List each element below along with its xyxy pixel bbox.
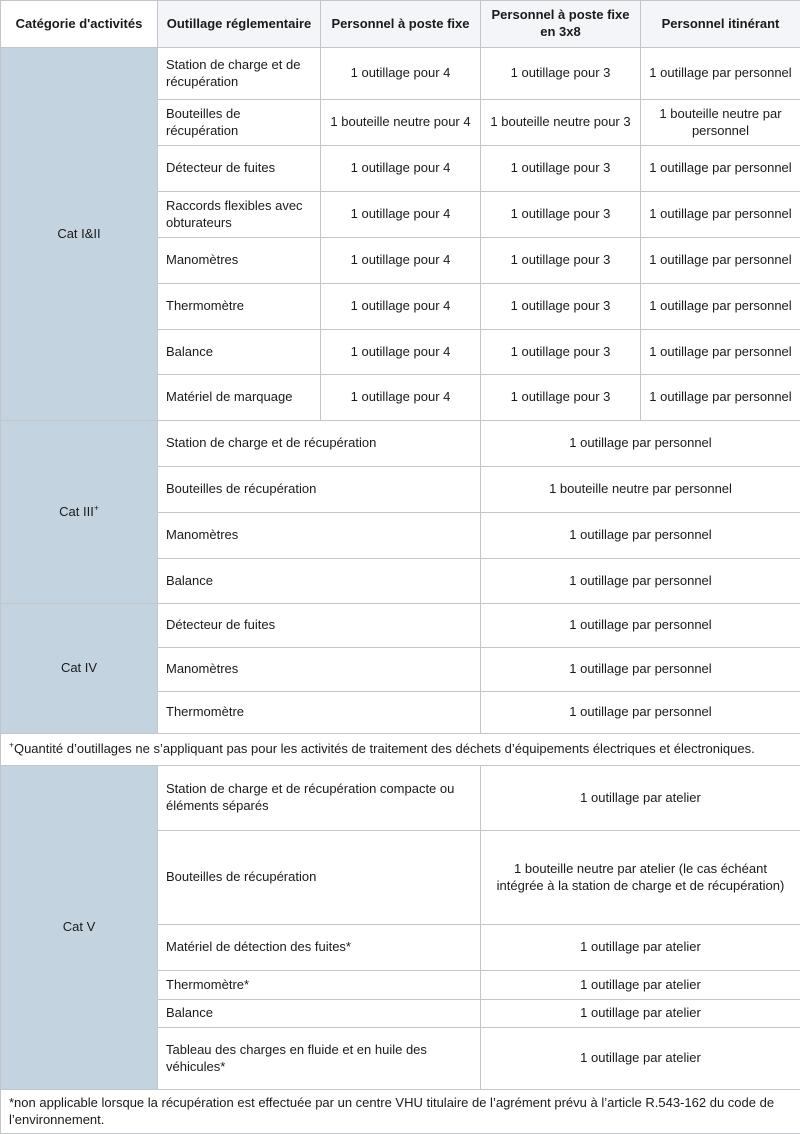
value-cell-fixed: 1 outillage pour 4 [321, 330, 481, 375]
category-marker: + [94, 502, 99, 512]
value-cell: 1 outillage par atelier [481, 925, 800, 971]
value-cell: 1 outillage par personnel [481, 559, 800, 604]
header-row: Catégorie d'activités Outillage réglemen… [1, 1, 800, 48]
value-cell-shift3x8: 1 outillage pour 3 [481, 192, 641, 238]
tool-cell: Bouteilles de récupération [158, 100, 321, 146]
tool-cell: Thermomètre [158, 284, 321, 330]
tool-cell: Matériel de marquage [158, 375, 321, 421]
value-cell-fixed: 1 outillage pour 4 [321, 375, 481, 421]
tool-cell: Balance [158, 330, 321, 375]
value-cell-fixed: 1 bouteille neutre pour 4 [321, 100, 481, 146]
tool-cell: Station de charge et de récupération com… [158, 766, 481, 831]
value-cell-itinerant: 1 outillage par personnel [641, 284, 800, 330]
column-header-categorie: Catégorie d'activités [1, 1, 158, 48]
value-cell: 1 outillage par personnel [481, 604, 800, 648]
value-cell-shift3x8: 1 outillage pour 3 [481, 238, 641, 284]
value-cell-itinerant: 1 outillage par personnel [641, 375, 800, 421]
tool-cell: Balance [158, 559, 481, 604]
value-cell-shift3x8: 1 outillage pour 3 [481, 146, 641, 192]
tool-cell: Thermomètre [158, 692, 481, 734]
tool-cell: Matériel de détection des fuites* [158, 925, 481, 971]
tool-cell: Détecteur de fuites [158, 146, 321, 192]
tool-cell: Balance [158, 1000, 481, 1028]
category-label: Cat V [63, 919, 96, 934]
note-cell: +Quantité d’outillages ne s’appliquant p… [1, 734, 800, 766]
column-header-poste-fixe-3x8: Personnel à poste fixe en 3x8 [481, 1, 641, 48]
note-cell: *non applicable lorsque la récupération … [1, 1090, 800, 1134]
value-cell-fixed: 1 outillage pour 4 [321, 284, 481, 330]
tool-cell: Station de charge et de récupération [158, 48, 321, 100]
value-cell: 1 outillage par personnel [481, 692, 800, 734]
value-cell: 1 outillage par personnel [481, 648, 800, 692]
tool-cell: Manomètres [158, 648, 481, 692]
value-cell: 1 outillage par atelier [481, 766, 800, 831]
value-cell: 1 bouteille neutre par personnel [481, 467, 800, 513]
value-cell-itinerant: 1 outillage par personnel [641, 48, 800, 100]
category-cell: Cat I&II [1, 48, 158, 421]
value-cell: 1 bouteille neutre par atelier (le cas é… [481, 831, 800, 925]
value-cell-shift3x8: 1 outillage pour 3 [481, 284, 641, 330]
value-cell-itinerant: 1 outillage par personnel [641, 192, 800, 238]
value-cell: 1 outillage par atelier [481, 1028, 800, 1090]
value-cell-fixed: 1 outillage pour 4 [321, 192, 481, 238]
tool-cell: Raccords flexibles avec obturateurs [158, 192, 321, 238]
value-cell-itinerant: 1 outillage par personnel [641, 146, 800, 192]
tool-cell: Bouteilles de récupération [158, 467, 481, 513]
value-cell-itinerant: 1 outillage par personnel [641, 330, 800, 375]
category-cell: Cat IV [1, 604, 158, 734]
note-text: *non applicable lorsque la récupération … [9, 1095, 774, 1127]
value-cell-fixed: 1 outillage pour 4 [321, 146, 481, 192]
table-row: Cat III+Station de charge et de récupéra… [1, 421, 800, 467]
tool-cell: Thermomètre* [158, 971, 481, 1000]
category-label: Cat IV [61, 660, 97, 675]
category-cell: Cat V [1, 766, 158, 1090]
category-cell: Cat III+ [1, 421, 158, 604]
column-header-outillage: Outillage réglementaire [158, 1, 321, 48]
value-cell: 1 outillage par personnel [481, 513, 800, 559]
tool-cell: Bouteilles de récupération [158, 831, 481, 925]
column-header-itinerant: Personnel itinérant [641, 1, 800, 48]
value-cell-fixed: 1 outillage pour 4 [321, 238, 481, 284]
note-text: Quantité d’outillages ne s’appliquant pa… [14, 741, 755, 756]
value-cell-shift3x8: 1 outillage pour 3 [481, 48, 641, 100]
note-row: +Quantité d’outillages ne s’appliquant p… [1, 734, 800, 766]
column-header-poste-fixe: Personnel à poste fixe [321, 1, 481, 48]
value-cell-itinerant: 1 bouteille neutre par personnel [641, 100, 800, 146]
table-body: Cat I&II Station de charge et de récupéra… [1, 48, 800, 1134]
category-label: Cat III [59, 504, 94, 519]
value-cell: 1 outillage par atelier [481, 971, 800, 1000]
note-row: *non applicable lorsque la récupération … [1, 1090, 800, 1134]
tool-cell: Manomètres [158, 238, 321, 284]
tool-cell: Manomètres [158, 513, 481, 559]
category-label: Cat I&II [57, 226, 100, 241]
value-cell-itinerant: 1 outillage par personnel [641, 238, 800, 284]
tool-cell: Tableau des charges en fluide et en huil… [158, 1028, 481, 1090]
value-cell-shift3x8: 1 outillage pour 3 [481, 375, 641, 421]
value-cell-shift3x8: 1 outillage pour 3 [481, 330, 641, 375]
value-cell: 1 outillage par atelier [481, 1000, 800, 1028]
tool-cell: Station de charge et de récupération [158, 421, 481, 467]
value-cell-fixed: 1 outillage pour 4 [321, 48, 481, 100]
value-cell: 1 outillage par personnel [481, 421, 800, 467]
tool-cell: Détecteur de fuites [158, 604, 481, 648]
value-cell-shift3x8: 1 bouteille neutre pour 3 [481, 100, 641, 146]
